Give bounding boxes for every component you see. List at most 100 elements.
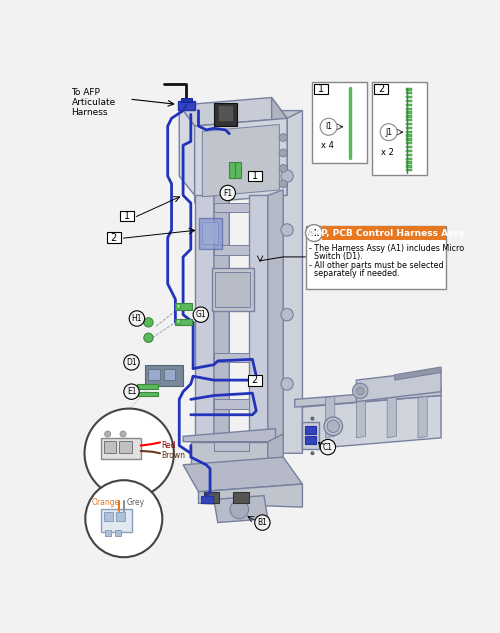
Bar xyxy=(137,392,158,396)
Circle shape xyxy=(320,439,336,454)
Bar xyxy=(164,368,175,380)
Bar xyxy=(406,119,412,122)
Circle shape xyxy=(306,225,322,242)
Bar xyxy=(302,422,320,449)
Polygon shape xyxy=(268,434,283,468)
Polygon shape xyxy=(268,111,302,453)
Bar xyxy=(406,134,412,137)
Text: D1: D1 xyxy=(126,358,137,367)
Circle shape xyxy=(129,311,144,326)
Circle shape xyxy=(176,319,181,324)
Text: 2: 2 xyxy=(252,375,258,385)
Polygon shape xyxy=(214,496,268,523)
Bar xyxy=(406,123,412,125)
Text: Switch (D1).: Switch (D1). xyxy=(308,253,362,261)
Polygon shape xyxy=(302,396,441,449)
Circle shape xyxy=(104,431,110,437)
Bar xyxy=(218,105,233,121)
Bar xyxy=(120,211,134,222)
Text: Orange: Orange xyxy=(92,498,120,507)
Circle shape xyxy=(254,515,270,530)
Circle shape xyxy=(144,333,153,342)
Polygon shape xyxy=(214,190,230,446)
Polygon shape xyxy=(191,442,268,468)
Bar xyxy=(312,82,367,163)
Text: E1: E1 xyxy=(127,387,136,396)
Bar xyxy=(100,438,141,460)
Bar xyxy=(144,365,183,386)
Polygon shape xyxy=(214,442,248,451)
Circle shape xyxy=(281,170,293,182)
Bar xyxy=(198,218,222,249)
Bar xyxy=(406,115,412,118)
Bar xyxy=(230,162,235,178)
Bar xyxy=(216,272,250,307)
Bar xyxy=(116,511,126,521)
Bar xyxy=(137,384,158,389)
Circle shape xyxy=(281,224,293,236)
Bar xyxy=(306,226,446,289)
Circle shape xyxy=(84,408,174,498)
Bar xyxy=(204,492,220,503)
Circle shape xyxy=(86,480,162,557)
Text: F1: F1 xyxy=(223,189,232,197)
Bar xyxy=(314,84,328,94)
Bar xyxy=(406,139,412,141)
Bar xyxy=(406,154,412,156)
Circle shape xyxy=(144,318,153,327)
Bar xyxy=(178,101,194,110)
Bar xyxy=(104,511,113,521)
Polygon shape xyxy=(356,370,441,402)
Polygon shape xyxy=(214,353,248,363)
Bar xyxy=(406,108,412,110)
Circle shape xyxy=(120,431,126,437)
Polygon shape xyxy=(387,396,396,438)
Text: x 2: x 2 xyxy=(380,149,394,158)
Text: 2: 2 xyxy=(378,84,384,94)
Bar xyxy=(406,146,412,148)
Bar xyxy=(406,111,412,114)
Bar xyxy=(248,171,262,182)
Text: 2: 2 xyxy=(110,233,117,242)
Bar xyxy=(107,232,120,243)
Polygon shape xyxy=(248,196,268,446)
Bar xyxy=(106,530,112,536)
Circle shape xyxy=(324,417,342,436)
Text: 1: 1 xyxy=(124,211,130,221)
Bar xyxy=(181,97,192,102)
Polygon shape xyxy=(295,388,441,407)
Bar xyxy=(322,226,446,240)
Circle shape xyxy=(327,420,340,432)
Polygon shape xyxy=(179,97,287,126)
Circle shape xyxy=(281,308,293,321)
Bar xyxy=(201,496,213,503)
Bar xyxy=(406,96,412,98)
Polygon shape xyxy=(214,399,248,408)
Bar xyxy=(104,441,116,453)
Polygon shape xyxy=(214,203,248,212)
Bar xyxy=(176,303,192,310)
Circle shape xyxy=(352,383,368,399)
Bar xyxy=(406,161,412,164)
Text: AFP, PCB Control Harness Assy: AFP, PCB Control Harness Assy xyxy=(308,229,465,237)
Bar xyxy=(406,104,412,106)
Polygon shape xyxy=(356,396,366,438)
Circle shape xyxy=(280,165,287,172)
Bar xyxy=(176,318,192,325)
Circle shape xyxy=(176,304,181,308)
Text: G1: G1 xyxy=(196,310,206,319)
Circle shape xyxy=(356,387,364,395)
Bar xyxy=(114,530,120,536)
Text: I1: I1 xyxy=(325,122,332,131)
Polygon shape xyxy=(395,367,441,380)
Circle shape xyxy=(311,452,314,454)
Polygon shape xyxy=(183,429,276,442)
Text: Grey: Grey xyxy=(127,498,145,507)
Bar xyxy=(406,165,412,168)
Text: C1: C1 xyxy=(323,442,333,451)
Bar xyxy=(406,169,412,172)
Text: B1: B1 xyxy=(258,518,268,527)
Text: 1: 1 xyxy=(318,84,324,94)
Text: To AFP
Articulate
Harness: To AFP Articulate Harness xyxy=(72,87,116,117)
Bar xyxy=(406,158,412,160)
